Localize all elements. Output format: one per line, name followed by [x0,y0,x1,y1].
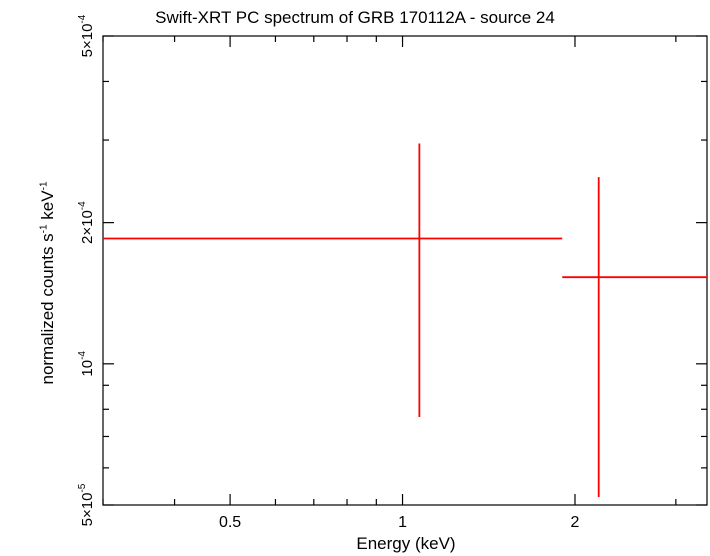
data-point [562,177,707,498]
y-tick-label: 2×10-4 [77,201,96,244]
x-tick-label: 1 [398,514,407,531]
x-tick-label: 0.5 [219,514,241,531]
data-point [103,143,563,418]
x-axis-label: Energy (keV) [356,534,456,553]
data-points [103,143,707,498]
chart-title: Swift-XRT PC spectrum of GRB 170112A - s… [155,8,555,27]
y-axis-label: normalized counts s-1 keV-1 [38,181,57,385]
y-tick-label: 10-4 [77,351,96,377]
y-tick-label: 5×10-5 [77,483,96,526]
y-tick-label: 5×10-4 [77,14,96,57]
x-tick-label: 2 [571,514,580,531]
tick-labels: 0.5 1 2 5×10-5 10-4 2×10-4 5×10-4 [77,14,580,531]
axis-ticks [102,35,707,506]
plot-frame [102,35,708,506]
